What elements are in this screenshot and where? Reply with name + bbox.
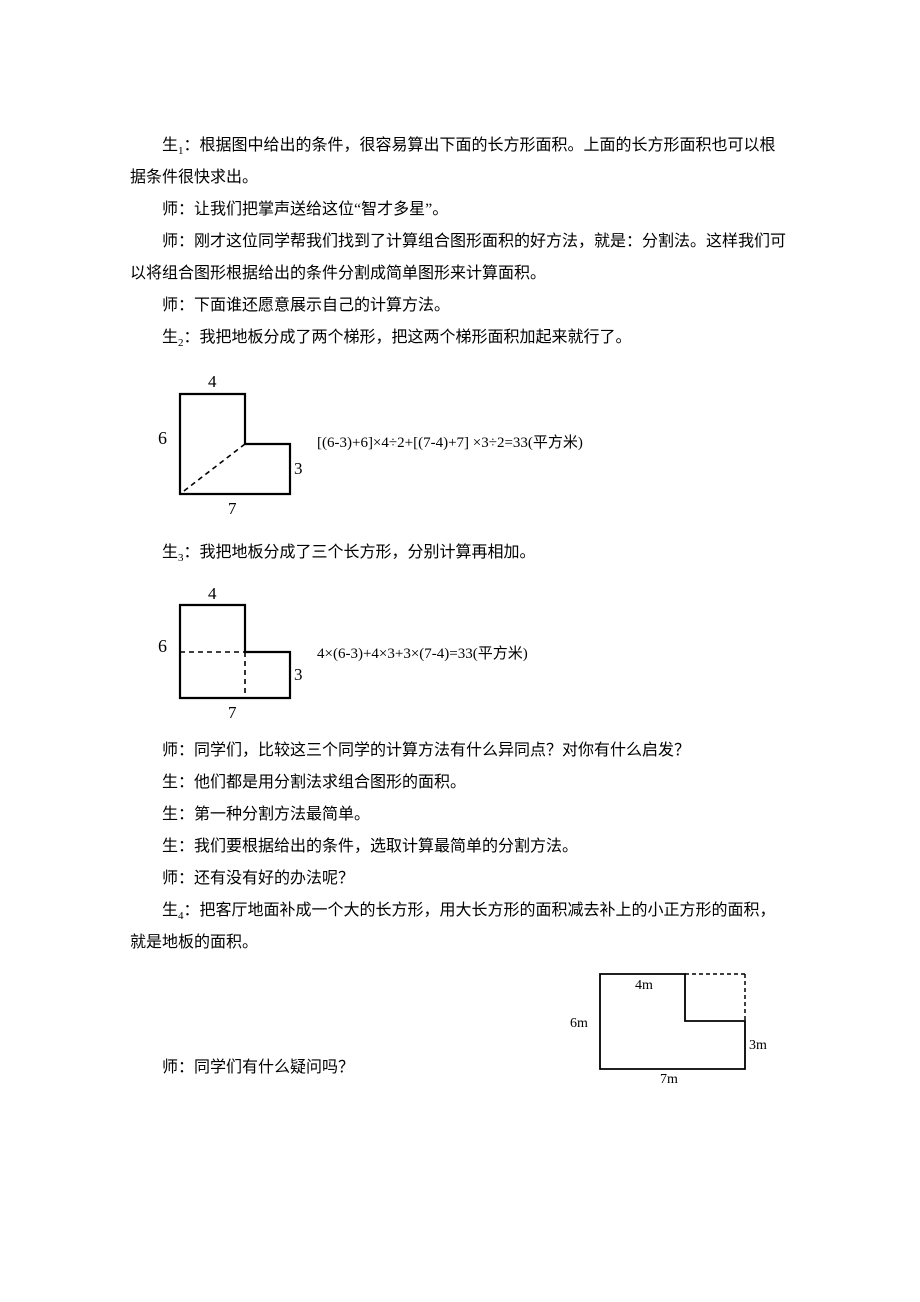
text: 生：他们都是用分割法求组合图形的面积。 <box>162 774 466 791</box>
paragraph: 师：同学们，比较这三个同学的计算方法有什么异同点？对你有什么启发？ <box>130 735 790 767</box>
text: 生：第一种分割方法最简单。 <box>162 806 370 823</box>
label-top: 4 <box>208 372 217 391</box>
paragraph: 师：还有没有好的办法呢？ <box>130 863 790 895</box>
paragraph: 师：刚才这位同学帮我们找到了计算组合图形面积的好方法，就是：分割法。这样我们可以… <box>130 226 790 290</box>
text: 师：同学们，比较这三个同学的计算方法有什么异同点？对你有什么启发？ <box>162 742 690 759</box>
paragraph: 生：我们要根据给出的条件，选取计算最简单的分割方法。 <box>130 831 790 863</box>
formula-1: [(6-3)+6]×4÷2+[(7-4)+7] ×3÷2=33(平方米) <box>317 431 583 452</box>
speaker: 生 <box>162 329 178 346</box>
label-left: 6m <box>570 1016 588 1031</box>
label-right: 3 <box>294 459 303 478</box>
label-top: 4 <box>208 584 217 603</box>
speaker: 生 <box>162 544 178 561</box>
paragraph: 生1：根据图中给出的条件，很容易算出下面的长方形面积。上面的长方形面积也可以根据… <box>130 130 790 194</box>
paragraph: 生4：把客厅地面补成一个大的长方形，用大长方形的面积减去补上的小正方形的面积，就… <box>130 895 790 959</box>
label-right: 3 <box>294 665 303 684</box>
speaker: 生 <box>162 137 178 154</box>
text: ：根据图中给出的条件，很容易算出下面的长方形面积。上面的长方形面积也可以根据条件… <box>130 137 776 186</box>
figure-3-svg: 4m 6m 3m 7m <box>555 959 770 1084</box>
label-bottom: 7 <box>228 703 237 722</box>
figure-1-svg: 4 6 3 7 <box>140 364 305 519</box>
paragraph: 师：让我们把掌声送给这位“智才多星”。 <box>130 194 790 226</box>
label-top: 4m <box>635 978 653 993</box>
paragraph: 师：下面谁还愿意展示自己的计算方法。 <box>130 290 790 322</box>
paragraph: 生：他们都是用分割法求组合图形的面积。 <box>130 767 790 799</box>
text: 师：刚才这位同学帮我们找到了计算组合图形面积的好方法，就是：分割法。这样我们可以… <box>130 233 786 282</box>
paragraph: 生2：我把地板分成了两个梯形，把这两个梯形面积加起来就行了。 <box>130 322 790 354</box>
text: 师：让我们把掌声送给这位“智才多星”。 <box>162 201 448 218</box>
last-row: 师：同学们有什么疑问吗？ 4m 6m 3m 7m <box>130 959 790 1084</box>
text: ：我把地板分成了三个长方形，分别计算再相加。 <box>184 544 536 561</box>
speaker: 生 <box>162 902 178 919</box>
label-bottom: 7m <box>660 1072 678 1084</box>
label-left: 6 <box>158 636 167 656</box>
figure-2-svg: 4 6 3 7 <box>140 580 305 725</box>
paragraph: 师：同学们有什么疑问吗？ <box>130 1052 354 1084</box>
document-page: 生1：根据图中给出的条件，很容易算出下面的长方形面积。上面的长方形面积也可以根据… <box>0 0 920 1302</box>
text: ：把客厅地面补成一个大的长方形，用大长方形的面积减去补上的小正方形的面积，就是地… <box>130 902 776 951</box>
label-bottom: 7 <box>228 499 237 518</box>
text: 师：下面谁还愿意展示自己的计算方法。 <box>162 297 450 314</box>
label-right: 3m <box>749 1038 767 1053</box>
paragraph: 生3：我把地板分成了三个长方形，分别计算再相加。 <box>130 537 790 569</box>
figure-2-row: 4 6 3 7 4×(6-3)+4×3+3×(7-4)=33(平方米) <box>140 580 790 725</box>
text: 生：我们要根据给出的条件，选取计算最简单的分割方法。 <box>162 838 578 855</box>
paragraph: 生：第一种分割方法最简单。 <box>130 799 790 831</box>
text: 师：同学们有什么疑问吗？ <box>162 1059 354 1076</box>
figure-1-row: 4 6 3 7 [(6-3)+6]×4÷2+[(7-4)+7] ×3÷2=33(… <box>140 364 790 519</box>
label-left: 6 <box>158 428 167 448</box>
formula-2: 4×(6-3)+4×3+3×(7-4)=33(平方米) <box>317 642 528 663</box>
text: 师：还有没有好的办法呢？ <box>162 870 354 887</box>
text: ：我把地板分成了两个梯形，把这两个梯形面积加起来就行了。 <box>184 329 632 346</box>
